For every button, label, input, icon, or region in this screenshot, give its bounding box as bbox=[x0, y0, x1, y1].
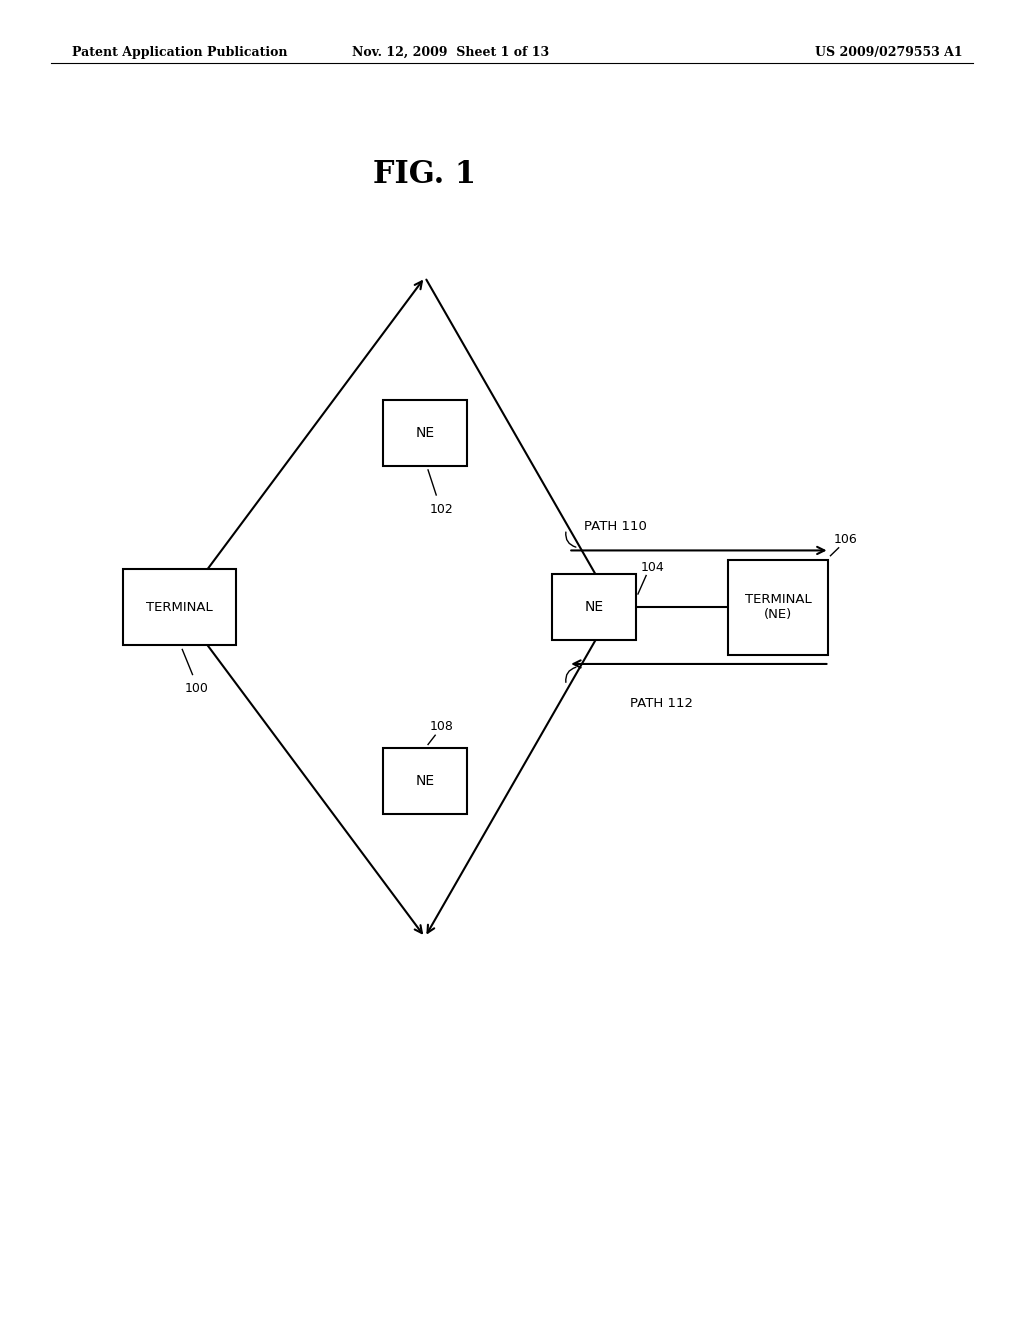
Text: TERMINAL: TERMINAL bbox=[145, 601, 213, 614]
Text: NE: NE bbox=[416, 426, 434, 440]
FancyBboxPatch shape bbox=[728, 560, 828, 655]
Text: Patent Application Publication: Patent Application Publication bbox=[72, 46, 287, 58]
Text: US 2009/0279553 A1: US 2009/0279553 A1 bbox=[815, 46, 963, 58]
Text: PATH 112: PATH 112 bbox=[630, 697, 693, 710]
Text: 108: 108 bbox=[430, 719, 454, 733]
FancyBboxPatch shape bbox=[383, 400, 467, 466]
Text: Nov. 12, 2009  Sheet 1 of 13: Nov. 12, 2009 Sheet 1 of 13 bbox=[352, 46, 549, 58]
Text: 100: 100 bbox=[184, 682, 208, 696]
Text: PATH 110: PATH 110 bbox=[584, 520, 646, 533]
Text: NE: NE bbox=[585, 601, 603, 614]
Text: 106: 106 bbox=[834, 533, 857, 546]
Text: 104: 104 bbox=[641, 561, 665, 574]
Text: FIG. 1: FIG. 1 bbox=[374, 158, 476, 190]
FancyBboxPatch shape bbox=[552, 574, 636, 640]
Text: TERMINAL
(NE): TERMINAL (NE) bbox=[744, 593, 812, 622]
Text: NE: NE bbox=[416, 775, 434, 788]
FancyBboxPatch shape bbox=[383, 748, 467, 814]
Text: 102: 102 bbox=[430, 503, 454, 516]
FancyBboxPatch shape bbox=[123, 569, 236, 645]
